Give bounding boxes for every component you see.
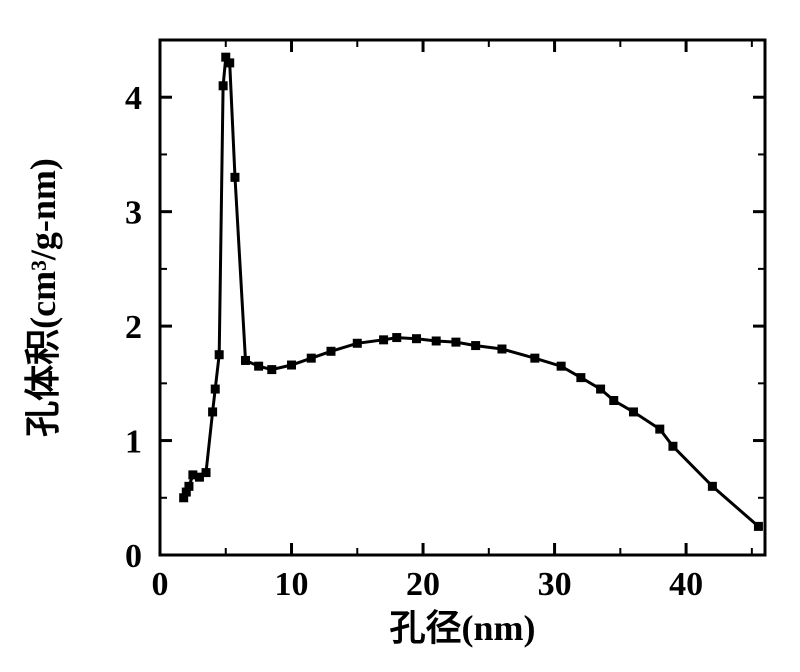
data-marker xyxy=(412,335,420,343)
y-tick-label: 0 xyxy=(125,538,142,575)
data-marker xyxy=(656,425,664,433)
x-tick-label: 30 xyxy=(538,566,572,603)
data-marker xyxy=(288,361,296,369)
x-tick-label: 40 xyxy=(669,566,703,603)
data-marker xyxy=(669,442,677,450)
data-marker xyxy=(209,408,217,416)
data-marker xyxy=(185,482,193,490)
data-marker xyxy=(432,337,440,345)
data-marker xyxy=(211,385,219,393)
data-marker xyxy=(307,354,315,362)
data-marker xyxy=(241,356,249,364)
data-marker xyxy=(268,366,276,374)
data-marker xyxy=(202,469,210,477)
y-axis-title: 孔体积(cm³/g-nm) xyxy=(23,158,63,437)
data-marker xyxy=(393,334,401,342)
data-marker xyxy=(231,173,239,181)
data-marker xyxy=(380,336,388,344)
data-marker xyxy=(353,339,361,347)
series-line xyxy=(184,57,759,526)
data-marker xyxy=(708,482,716,490)
y-tick-label: 1 xyxy=(125,424,142,461)
y-tick-label: 3 xyxy=(125,195,142,232)
x-axis-title: 孔径(nm) xyxy=(390,608,536,648)
y-tick-label: 4 xyxy=(125,80,142,117)
data-marker xyxy=(557,362,565,370)
pore-size-distribution-chart: 0 10 20 30 40 0 1 2 3 4 孔径(nm) 孔体积(cm³/g-nm) xyxy=(0,0,800,672)
data-marker xyxy=(754,522,762,530)
x-tick-label: 10 xyxy=(275,566,309,603)
y-tick-label: 2 xyxy=(125,309,142,346)
data-marker xyxy=(219,82,227,90)
x-tick-label: 0 xyxy=(152,566,169,603)
data-marker xyxy=(577,374,585,382)
x-tick-label: 20 xyxy=(406,566,440,603)
data-marker xyxy=(472,342,480,350)
data-marker xyxy=(215,351,223,359)
data-marker xyxy=(327,347,335,355)
data-marker xyxy=(610,397,618,405)
data-marker xyxy=(629,408,637,416)
data-marker xyxy=(226,59,234,67)
data-marker xyxy=(531,354,539,362)
chart-svg: 0 10 20 30 40 0 1 2 3 4 孔径(nm) 孔体积(cm³/g-nm) xyxy=(0,0,800,672)
data-marker xyxy=(255,362,263,370)
data-marker xyxy=(597,385,605,393)
data-marker xyxy=(452,338,460,346)
data-marker xyxy=(498,345,506,353)
